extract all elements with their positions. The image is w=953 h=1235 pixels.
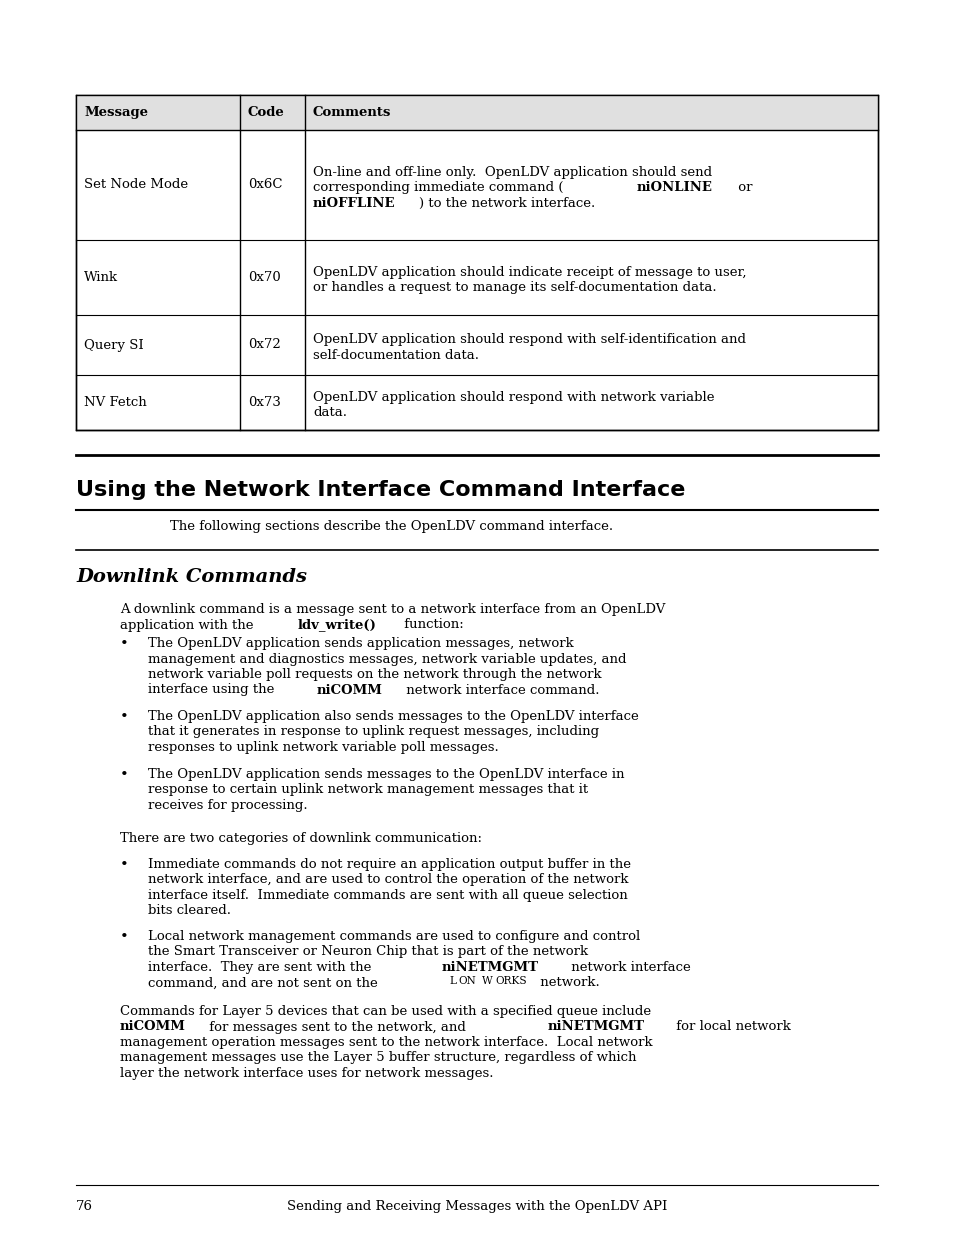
Text: network variable poll requests on the network through the network: network variable poll requests on the ne…: [148, 668, 601, 680]
Text: A downlink command is a message sent to a network interface from an OpenLDV: A downlink command is a message sent to …: [120, 603, 664, 616]
Text: network interface: network interface: [566, 961, 690, 974]
Text: data.: data.: [313, 406, 347, 420]
Text: Downlink Commands: Downlink Commands: [76, 568, 307, 585]
Text: The OpenLDV application also sends messages to the OpenLDV interface: The OpenLDV application also sends messa…: [148, 710, 639, 722]
Text: interface.  They are sent with the: interface. They are sent with the: [148, 961, 375, 974]
Text: •: •: [120, 858, 129, 872]
Text: Query SI: Query SI: [84, 338, 144, 352]
Text: •: •: [120, 637, 129, 651]
Text: ldv_write(): ldv_write(): [297, 619, 376, 631]
Text: command, and are not sent on the: command, and are not sent on the: [148, 977, 381, 989]
Text: niCOMM: niCOMM: [120, 1020, 186, 1034]
Text: niNETMGMT: niNETMGMT: [546, 1020, 643, 1034]
Text: ORKS: ORKS: [495, 977, 527, 987]
Text: or: or: [734, 182, 752, 194]
Text: OpenLDV application should respond with network variable: OpenLDV application should respond with …: [313, 391, 714, 404]
Text: The OpenLDV application sends messages to the OpenLDV interface in: The OpenLDV application sends messages t…: [148, 768, 624, 781]
Bar: [76, 95, 877, 430]
Text: Comments: Comments: [313, 106, 391, 119]
Text: responses to uplink network variable poll messages.: responses to uplink network variable pol…: [148, 741, 498, 755]
Text: Using the Network Interface Command Interface: Using the Network Interface Command Inte…: [76, 480, 684, 500]
Text: that it generates in response to uplink request messages, including: that it generates in response to uplink …: [148, 725, 598, 739]
Text: 0x70: 0x70: [248, 270, 280, 284]
Text: 0x6C: 0x6C: [248, 179, 282, 191]
Text: receives for processing.: receives for processing.: [148, 799, 307, 811]
Text: network interface, and are used to control the operation of the network: network interface, and are used to contr…: [148, 873, 628, 887]
Text: network interface command.: network interface command.: [401, 683, 598, 697]
Text: or handles a request to manage its self-documentation data.: or handles a request to manage its self-…: [313, 282, 716, 294]
Text: Commands for Layer 5 devices that can be used with a specified queue include: Commands for Layer 5 devices that can be…: [120, 1005, 651, 1018]
Text: OpenLDV application should respond with self-identification and: OpenLDV application should respond with …: [313, 333, 745, 347]
Text: niCOMM: niCOMM: [316, 683, 382, 697]
Text: management messages use the Layer 5 buffer structure, regardless of which: management messages use the Layer 5 buff…: [120, 1051, 636, 1065]
Text: management operation messages sent to the network interface.  Local network: management operation messages sent to th…: [120, 1036, 652, 1049]
Text: Wink: Wink: [84, 270, 118, 284]
Text: niNETMGMT: niNETMGMT: [441, 961, 538, 974]
Text: corresponding immediate command (: corresponding immediate command (: [313, 182, 563, 194]
Text: There are two categories of downlink communication:: There are two categories of downlink com…: [120, 832, 481, 845]
Text: NV Fetch: NV Fetch: [84, 396, 147, 409]
Text: 0x72: 0x72: [248, 338, 280, 352]
Text: OpenLDV application should indicate receipt of message to user,: OpenLDV application should indicate rece…: [313, 266, 745, 279]
Bar: [76, 95, 877, 130]
Text: •: •: [120, 768, 129, 782]
Text: bits cleared.: bits cleared.: [148, 904, 231, 918]
Text: Immediate commands do not require an application output buffer in the: Immediate commands do not require an app…: [148, 858, 630, 871]
Text: interface using the: interface using the: [148, 683, 278, 697]
Text: network.: network.: [536, 977, 599, 989]
Text: for messages sent to the network, and: for messages sent to the network, and: [205, 1020, 470, 1034]
Text: Set Node Mode: Set Node Mode: [84, 179, 188, 191]
Text: niONLINE: niONLINE: [636, 182, 711, 194]
Text: application with the: application with the: [120, 619, 257, 631]
Text: 76: 76: [76, 1200, 92, 1213]
Text: niOFFLINE: niOFFLINE: [313, 196, 395, 210]
Text: ) to the network interface.: ) to the network interface.: [419, 196, 595, 210]
Text: layer the network interface uses for network messages.: layer the network interface uses for net…: [120, 1067, 493, 1079]
Text: Message: Message: [84, 106, 148, 119]
Text: for local network: for local network: [672, 1020, 790, 1034]
Text: Sending and Receiving Messages with the OpenLDV API: Sending and Receiving Messages with the …: [287, 1200, 666, 1213]
Text: •: •: [120, 710, 129, 724]
Text: self-documentation data.: self-documentation data.: [313, 350, 478, 362]
Text: response to certain uplink network management messages that it: response to certain uplink network manag…: [148, 783, 587, 797]
Text: management and diagnostics messages, network variable updates, and: management and diagnostics messages, net…: [148, 652, 626, 666]
Text: •: •: [120, 930, 129, 944]
Text: Local network management commands are used to configure and control: Local network management commands are us…: [148, 930, 639, 944]
Text: The following sections describe the OpenLDV command interface.: The following sections describe the Open…: [170, 520, 613, 534]
Text: the Smart Transceiver or Neuron Chip that is part of the network: the Smart Transceiver or Neuron Chip tha…: [148, 946, 587, 958]
Text: L: L: [450, 977, 456, 987]
Text: On-line and off-line only.  OpenLDV application should send: On-line and off-line only. OpenLDV appli…: [313, 165, 711, 179]
Text: 0x73: 0x73: [248, 396, 280, 409]
Text: function:: function:: [399, 619, 463, 631]
Text: W: W: [481, 977, 492, 987]
Text: ON: ON: [458, 977, 476, 987]
Text: Code: Code: [248, 106, 284, 119]
Text: interface itself.  Immediate commands are sent with all queue selection: interface itself. Immediate commands are…: [148, 889, 627, 902]
Text: The OpenLDV application sends application messages, network: The OpenLDV application sends applicatio…: [148, 637, 573, 650]
